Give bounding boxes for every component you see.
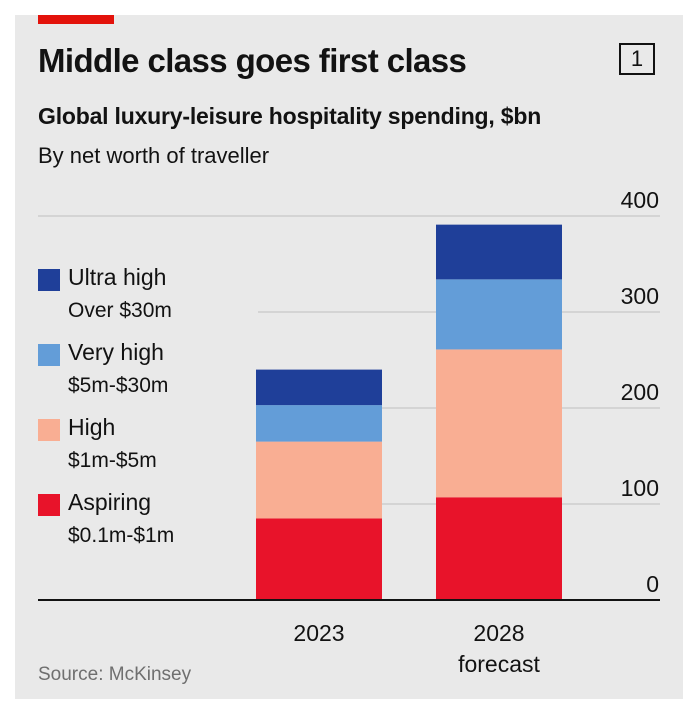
bar-2028-very-high <box>436 279 562 350</box>
bar-2028-high <box>436 349 562 498</box>
bar-2028-ultra-high <box>436 224 562 280</box>
bar-2023-very-high <box>256 405 382 442</box>
chart-subsubtitle: By net worth of traveller <box>38 143 270 168</box>
legend: Ultra high Over $30m Very high $5m-$30m … <box>38 0 258 714</box>
chart-title: Middle class goes first class <box>38 42 467 79</box>
x-tick-label-2023: 2023 <box>293 620 344 646</box>
chart-subtitle: Global luxury-leisure hospitality spendi… <box>38 103 542 129</box>
y-tick-label-200: 200 <box>621 379 659 405</box>
legend-range-aspiring: $0.1m-$1m <box>68 524 175 547</box>
y-tick-label-400: 400 <box>621 187 659 213</box>
bar-2023-ultra-high <box>256 369 382 406</box>
legend-swatch-very-high <box>38 344 60 366</box>
y-tick-label-300: 300 <box>621 283 659 309</box>
y-tick-label-100: 100 <box>621 475 659 501</box>
legend-range-very-high: $5m-$30m <box>68 374 169 397</box>
legend-label-high: High <box>68 414 116 440</box>
legend-label-very-high: Very high <box>68 339 164 365</box>
source-note: Source: McKinsey <box>38 664 192 685</box>
chart-number-badge: 1 <box>619 43 655 75</box>
legend-label-aspiring: Aspiring <box>68 489 152 515</box>
y-tick-label-0: 0 <box>646 571 659 597</box>
bar-2023-aspiring <box>256 518 382 600</box>
legend-swatch-aspiring <box>38 494 60 516</box>
legend-swatch-high <box>38 419 60 441</box>
bar-2028-aspiring <box>436 497 562 600</box>
legend-range-ultra-high: Over $30m <box>68 299 172 322</box>
bar-2023-high <box>256 441 382 519</box>
legend-range-high: $1m-$5m <box>68 449 157 472</box>
x-tick-sublabel-2028: forecast <box>458 651 540 677</box>
legend-swatch-ultra-high <box>38 269 60 291</box>
brand-red-bar <box>38 15 114 24</box>
legend-label-ultra-high: Ultra high <box>68 264 167 290</box>
x-tick-label-2028: 2028 <box>473 620 524 646</box>
